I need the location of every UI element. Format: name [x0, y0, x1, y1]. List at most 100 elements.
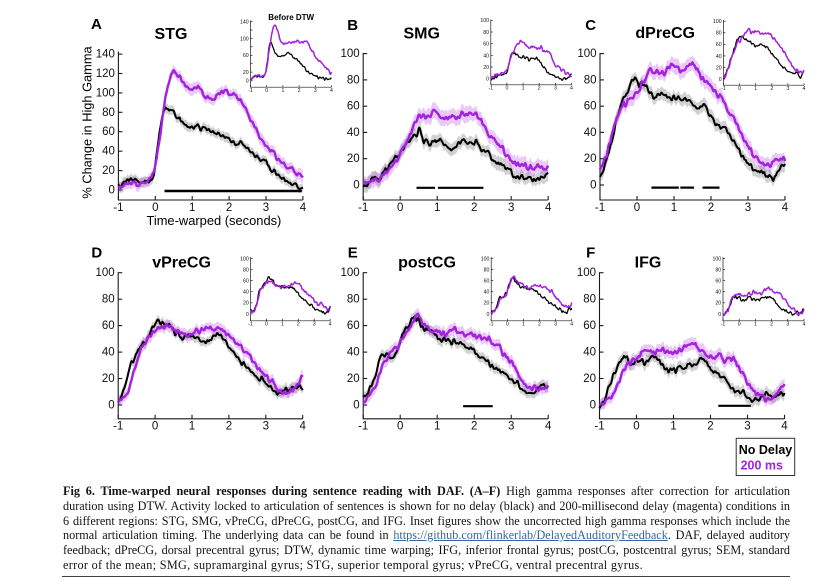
svg-text:60: 60: [484, 278, 490, 284]
svg-text:-1: -1: [721, 86, 726, 92]
svg-text:20: 20: [102, 373, 115, 385]
svg-text:0: 0: [397, 202, 403, 214]
svg-text:-1: -1: [595, 202, 605, 214]
svg-text:-1: -1: [358, 202, 368, 214]
svg-text:dPreCG: dPreCG: [635, 25, 695, 42]
svg-text:1: 1: [522, 86, 525, 92]
svg-text:1: 1: [522, 322, 525, 328]
svg-text:40: 40: [583, 347, 596, 359]
svg-text:-1: -1: [248, 88, 253, 94]
svg-text:80: 80: [584, 74, 597, 86]
svg-text:4: 4: [570, 86, 573, 92]
svg-text:80: 80: [347, 294, 360, 306]
svg-text:2: 2: [298, 88, 301, 94]
svg-text:20: 20: [102, 165, 115, 177]
svg-text:1: 1: [189, 202, 195, 214]
svg-text:Time-warped (seconds): Time-warped (seconds): [146, 213, 281, 228]
svg-text:80: 80: [715, 267, 721, 273]
svg-text:0: 0: [590, 180, 596, 192]
svg-text:80: 80: [583, 294, 596, 306]
svg-text:60: 60: [584, 101, 597, 113]
svg-text:-1: -1: [721, 322, 726, 328]
svg-text:4: 4: [782, 202, 789, 214]
svg-text:4: 4: [329, 322, 332, 328]
svg-text:4: 4: [545, 421, 552, 433]
svg-text:40: 40: [102, 347, 115, 359]
svg-text:100: 100: [577, 48, 596, 60]
svg-text:40: 40: [716, 54, 722, 60]
svg-text:4: 4: [545, 202, 552, 214]
svg-text:2: 2: [471, 421, 477, 433]
svg-text:60: 60: [715, 278, 721, 284]
svg-text:4: 4: [300, 202, 307, 214]
svg-text:4: 4: [803, 322, 806, 328]
svg-text:20: 20: [583, 373, 596, 385]
svg-text:-1: -1: [248, 322, 253, 328]
svg-text:60: 60: [583, 320, 596, 332]
svg-text:20: 20: [584, 153, 597, 165]
svg-text:40: 40: [483, 53, 489, 59]
svg-text:80: 80: [243, 267, 249, 273]
svg-text:60: 60: [716, 42, 722, 48]
svg-text:200 ms: 200 ms: [741, 458, 783, 472]
svg-text:80: 80: [483, 30, 489, 36]
svg-text:3: 3: [508, 202, 514, 214]
svg-text:0: 0: [108, 185, 114, 197]
svg-text:No Delay: No Delay: [739, 443, 793, 457]
svg-text:2: 2: [770, 322, 773, 328]
svg-text:0: 0: [397, 421, 403, 433]
svg-text:0: 0: [634, 202, 640, 214]
svg-text:3: 3: [554, 322, 557, 328]
svg-text:40: 40: [347, 127, 360, 139]
svg-text:-1: -1: [489, 322, 494, 328]
svg-text:20: 20: [715, 301, 721, 307]
svg-text:140: 140: [240, 19, 249, 25]
svg-text:2: 2: [708, 202, 714, 214]
svg-text:0: 0: [487, 312, 490, 318]
svg-text:2: 2: [471, 202, 477, 214]
svg-text:3: 3: [508, 421, 514, 433]
svg-text:1: 1: [671, 202, 677, 214]
svg-text:0: 0: [738, 86, 741, 92]
svg-text:20: 20: [483, 65, 489, 71]
svg-text:3: 3: [786, 86, 789, 92]
svg-text:0: 0: [353, 180, 359, 192]
svg-text:60: 60: [102, 320, 115, 332]
svg-text:60: 60: [347, 101, 360, 113]
svg-text:postCG: postCG: [398, 255, 456, 272]
svg-text:vPreCG: vPreCG: [152, 255, 211, 272]
svg-text:100: 100: [96, 267, 115, 279]
svg-text:100: 100: [481, 256, 490, 262]
svg-text:100: 100: [96, 87, 115, 99]
svg-text:2: 2: [770, 86, 773, 92]
svg-text:1: 1: [281, 88, 284, 94]
svg-text:140: 140: [96, 49, 115, 61]
svg-text:80: 80: [484, 267, 490, 273]
svg-text:0: 0: [590, 400, 596, 412]
svg-text:% Change in High Gamma: % Change in High Gamma: [79, 46, 94, 199]
svg-text:20: 20: [716, 65, 722, 71]
svg-text:1: 1: [281, 322, 284, 328]
svg-text:0: 0: [152, 421, 158, 433]
svg-text:100: 100: [577, 267, 596, 279]
svg-text:40: 40: [347, 347, 360, 359]
svg-text:F: F: [586, 244, 595, 261]
svg-text:60: 60: [102, 126, 115, 138]
svg-text:0: 0: [265, 88, 268, 94]
svg-text:SMG: SMG: [403, 26, 439, 43]
svg-text:20: 20: [347, 153, 360, 165]
svg-text:100: 100: [713, 256, 722, 262]
svg-text:3: 3: [314, 88, 317, 94]
svg-text:4: 4: [330, 88, 333, 94]
svg-text:4: 4: [570, 322, 573, 328]
svg-text:3: 3: [554, 86, 557, 92]
svg-text:80: 80: [716, 31, 722, 37]
svg-text:20: 20: [243, 301, 249, 307]
svg-text:STG: STG: [155, 26, 188, 43]
svg-text:-1: -1: [358, 421, 368, 433]
svg-text:1: 1: [754, 86, 757, 92]
svg-text:-1: -1: [488, 86, 493, 92]
svg-text:20: 20: [243, 70, 249, 76]
svg-text:0: 0: [633, 421, 639, 433]
svg-text:3: 3: [263, 421, 269, 433]
